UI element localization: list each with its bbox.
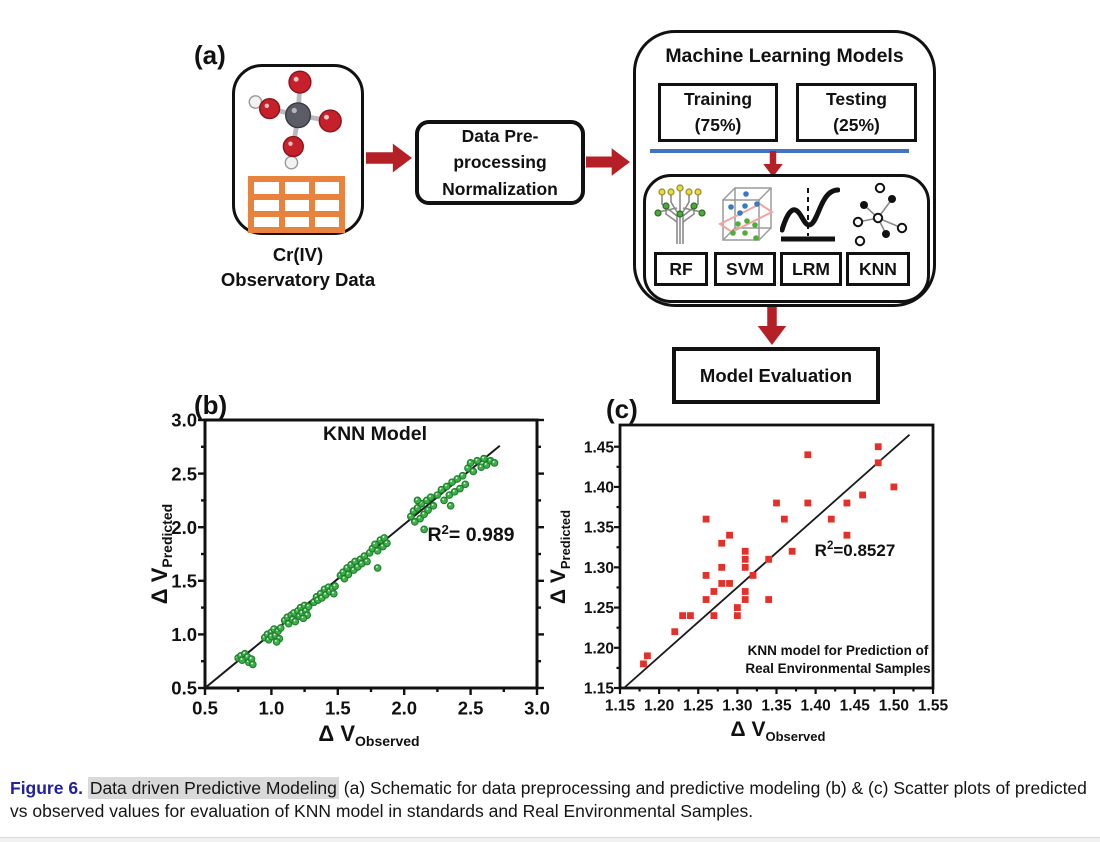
svg-text:1.20: 1.20 (644, 698, 674, 715)
caption-highlight: Data driven Predictive Modeling (87, 777, 339, 799)
lrm-label: LRM (792, 258, 830, 279)
svg-text:1.0: 1.0 (259, 698, 285, 719)
panel-b-label: (b) (194, 390, 228, 420)
molecule-icon (248, 70, 342, 170)
svg-text:1.50: 1.50 (879, 698, 909, 715)
source-line-1: Cr(IV) (272, 244, 324, 265)
figure-caption: Figure 6. Data driven Predictive Modelin… (10, 777, 1091, 823)
svg-text:1.30: 1.30 (722, 698, 752, 715)
chart-c-knn-environmental: 1.15 1.20 1.25 1.30 1.35 1.40 1.45 1.50 1.55 1.15… (550, 423, 949, 744)
testing-label: Testing (826, 89, 887, 110)
svg-text:1.5: 1.5 (171, 570, 197, 591)
knn-icon (852, 182, 908, 247)
source-line-2: Observatory Data (220, 268, 376, 290)
svg-text:1.20: 1.20 (584, 640, 614, 657)
training-box: Training (75%) (658, 83, 778, 142)
ml-title: Machine Learning Models (665, 45, 904, 67)
svg-text:1.40: 1.40 (584, 480, 614, 497)
svg-text:KNN Model: KNN Model (323, 423, 427, 445)
svg-text:Real Environmental Samples: Real Environmental Samples (745, 661, 930, 676)
model-evaluation-box: Model Evaluation (672, 347, 880, 404)
prep-line-2: processing (453, 152, 547, 173)
preprocessing-box: Data Pre- processing Normalization (415, 120, 585, 205)
svg-text:1.45: 1.45 (840, 698, 871, 715)
caption-text: (a) Schematic for data preprocessing and… (10, 778, 1087, 821)
figure-number: Figure 6. (10, 778, 83, 798)
svg-text:3.0: 3.0 (524, 698, 550, 719)
chart-b-knn-standards: 0.5 1.0 1.5 2.0 2.5 3.0 0.5 1.0 1.5 2.0 2.5 3.0 KNN … (147, 410, 550, 749)
lrm-label-box: LRM (780, 252, 842, 286)
svg-text:1.35: 1.35 (761, 698, 792, 715)
svg-text:Δ VObserved: Δ VObserved (318, 721, 419, 749)
prep-line-3: Normalization (442, 178, 558, 199)
svm-label: SVM (726, 258, 764, 279)
svg-text:R2= 0.989: R2= 0.989 (427, 522, 514, 546)
svg-text:2.5: 2.5 (458, 698, 484, 719)
testing-box: Testing (25%) (796, 83, 917, 142)
machine-learning-models-box: Machine Learning Models Training (75%) T… (633, 30, 936, 307)
training-label: Training (683, 89, 753, 110)
svg-text:2.5: 2.5 (171, 463, 197, 484)
data-table-icon (248, 176, 345, 233)
svg-text:Δ VPredicted: Δ VPredicted (550, 510, 573, 604)
rf-label: RF (669, 258, 693, 279)
rf-label-box: RF (654, 252, 708, 286)
svg-text:0.5: 0.5 (171, 678, 197, 699)
lrm-icon (780, 187, 840, 242)
model-icons-box: RF SVM LRM KNN (643, 174, 930, 303)
svg-text:1.55: 1.55 (918, 698, 949, 715)
svg-text:1.15: 1.15 (605, 698, 636, 715)
svg-text:0.5: 0.5 (192, 698, 218, 719)
arrow-right-icon (366, 143, 412, 173)
svg-text:1.5: 1.5 (325, 698, 351, 719)
svg-text:1.25: 1.25 (584, 600, 615, 617)
svg-text:1.25: 1.25 (683, 698, 714, 715)
panel-c-label: (c) (606, 394, 638, 424)
page-edge-divider (0, 837, 1100, 842)
arrow-down-icon (757, 307, 787, 345)
knn-label: KNN (859, 258, 897, 279)
divider-line (650, 149, 909, 153)
panel-a-label: (a) (194, 40, 226, 70)
svg-text:2.0: 2.0 (391, 698, 417, 719)
svg-text:1.0: 1.0 (171, 624, 197, 645)
arrow-right-icon (586, 148, 630, 176)
svm-label-box: SVM (714, 252, 776, 286)
svg-text:Δ VPredicted: Δ VPredicted (147, 504, 175, 604)
svg-text:KNN model for Prediction of: KNN model for Prediction of (748, 643, 929, 658)
source-data-caption: Cr(IV) Observatory Data (200, 243, 396, 293)
svg-text:1.15: 1.15 (584, 681, 615, 698)
rf-icon (654, 184, 706, 244)
svg-text:2.0: 2.0 (171, 517, 197, 538)
testing-percent: (25%) (833, 114, 880, 135)
prep-line-1: Data Pre- (461, 126, 539, 147)
svg-text:1.40: 1.40 (801, 698, 831, 715)
svg-text:Δ VObserved: Δ VObserved (731, 718, 826, 744)
svg-text:1.30: 1.30 (584, 560, 614, 577)
svg-text:R2=0.8527: R2=0.8527 (815, 540, 896, 560)
svg-text:1.45: 1.45 (584, 439, 615, 456)
model-evaluation-label: Model Evaluation (699, 364, 853, 386)
svg-text:1.35: 1.35 (584, 520, 615, 537)
training-percent: (75%) (694, 114, 742, 135)
arrow-down-icon (763, 151, 783, 177)
svg-text:3.0: 3.0 (171, 410, 197, 431)
knn-label-box: KNN (846, 252, 910, 286)
svm-icon (718, 187, 774, 241)
